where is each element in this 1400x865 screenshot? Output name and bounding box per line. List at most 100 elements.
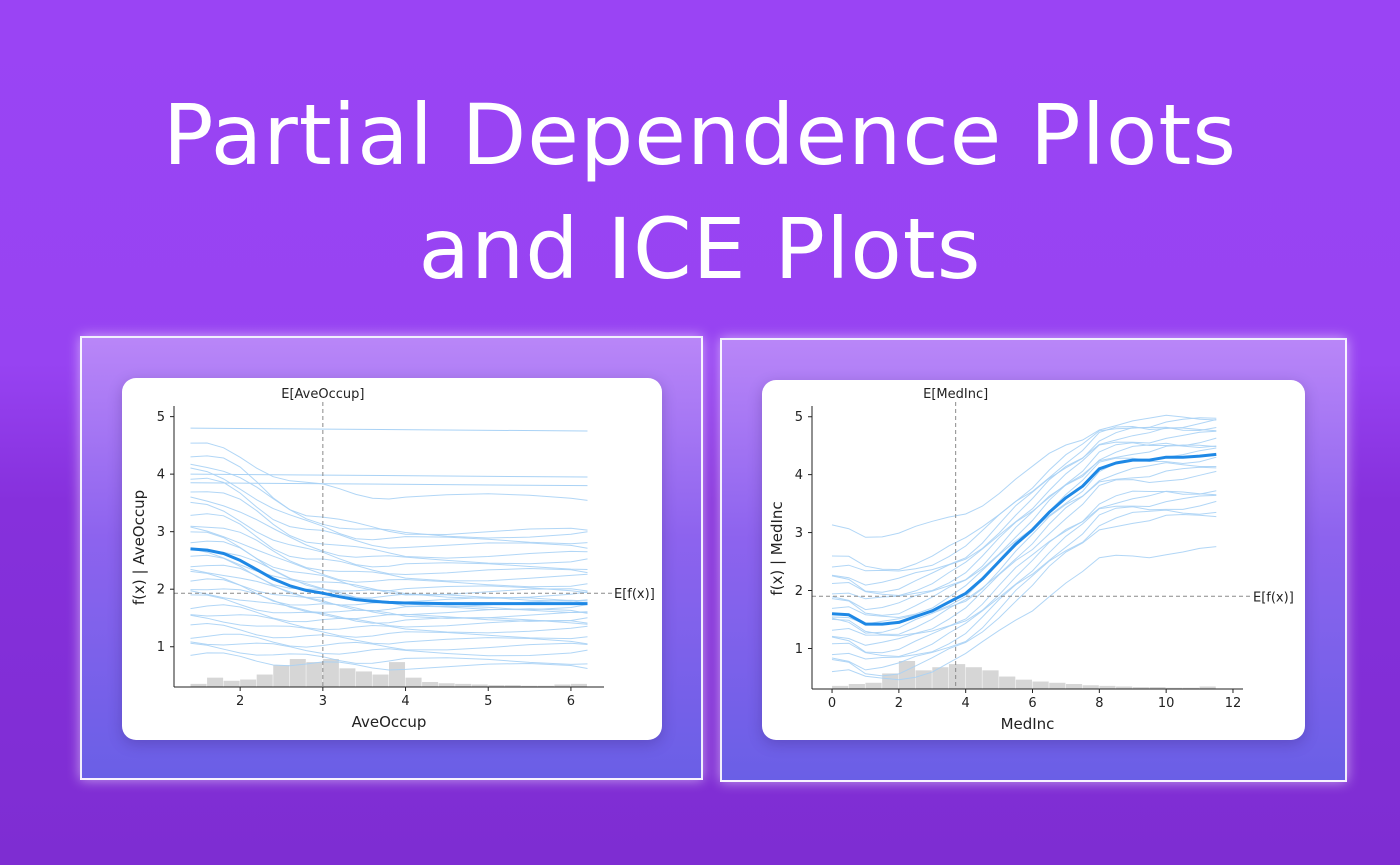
ice-line [831, 419, 1217, 572]
histogram-bar [999, 676, 1016, 689]
histogram-bar [1099, 685, 1116, 689]
ice-line [831, 490, 1217, 654]
ice-line [190, 525, 588, 582]
histogram [190, 659, 587, 687]
x-tick-label: 5 [484, 694, 492, 709]
histogram-bar [438, 683, 455, 687]
histogram-bar [455, 683, 472, 687]
ice-line [190, 547, 588, 599]
ice-line [831, 509, 1217, 671]
ice-line [190, 642, 588, 665]
histogram-bar [1082, 685, 1099, 689]
ice-line [831, 417, 1217, 571]
y-tick-label: 3 [795, 526, 803, 541]
expected-y-annotation: E[f(x)] [1253, 590, 1294, 605]
x-axis-label: AveOccup [352, 713, 427, 731]
x-tick-label: 6 [1028, 696, 1036, 711]
histogram-bar [537, 685, 554, 687]
histogram-bar [1049, 682, 1066, 689]
ice-line [190, 548, 588, 602]
x-tick-label: 10 [1158, 696, 1175, 711]
page-title: Partial Dependence Plots and ICE Plots [0, 78, 1400, 306]
ice-line [190, 570, 588, 614]
histogram-bar [948, 664, 966, 689]
histogram-bar [223, 680, 240, 687]
ice-line [190, 633, 588, 651]
histogram-bar [322, 659, 339, 687]
ice-line [831, 442, 1217, 611]
ice-line [831, 546, 1217, 681]
ice-lines [190, 427, 588, 671]
ice-line [190, 652, 588, 671]
pd-curve [831, 452, 1217, 626]
ice-line [190, 641, 588, 657]
y-tick-label: 1 [795, 642, 803, 657]
ice-line [831, 444, 1217, 616]
histogram-bar [207, 677, 224, 687]
histogram-bar [1166, 687, 1183, 689]
histogram-bar [1032, 681, 1049, 689]
ice-line [831, 426, 1217, 586]
histogram-bar [848, 684, 865, 689]
expected-y-annotation: E[f(x)] [614, 587, 655, 602]
histogram-bar [339, 668, 356, 687]
ice-line [190, 482, 588, 487]
histogram-bar [554, 684, 571, 687]
ice-line [831, 513, 1217, 677]
x-axis-label: MedInc [1001, 715, 1055, 733]
x-tick-label: 6 [567, 694, 575, 709]
y-tick-label: 2 [157, 583, 165, 598]
histogram-bar [389, 662, 406, 687]
chart-card-aveoccup: 2 3 4 5 6 1 2 3 4 5 AveOccup f(x) | AveOccup E[AveOc… [122, 378, 662, 740]
histogram-bar [832, 685, 849, 689]
pd-curve [190, 547, 588, 606]
ice-line [831, 494, 1217, 658]
x-tick-label: 0 [828, 696, 836, 711]
histogram-bar [372, 674, 389, 687]
histogram-bar [1199, 686, 1216, 689]
title-line-1: Partial Dependence Plots [162, 86, 1238, 184]
histogram-bar [1015, 679, 1033, 689]
y-axis-label: f(x) | MedInc [768, 501, 786, 595]
y-axis-label: f(x) | AveOccup [130, 490, 148, 605]
chart-card-medinc: 0 2 4 6 8 10 12 1 2 3 4 5 MedInc f(x) | MedInc E[MedIn… [762, 380, 1305, 740]
ice-lines [831, 414, 1217, 681]
title-line-2: and ICE Plots [418, 200, 982, 298]
ice-line [190, 442, 588, 501]
ice-line [190, 568, 588, 611]
histogram-bar [898, 661, 916, 689]
ice-line [190, 427, 588, 432]
ice-line [190, 467, 588, 545]
chart-panel-medinc: 0 2 4 6 8 10 12 1 2 3 4 5 MedInc f(x) | MedInc E[MedIn… [720, 338, 1347, 782]
x-tick-label: 12 [1225, 696, 1242, 711]
expected-x-annotation: E[AveOccup] [281, 387, 364, 402]
histogram-bar [190, 683, 207, 687]
ice-line [831, 462, 1217, 634]
histogram-bar [504, 685, 521, 687]
histogram-bar [1065, 684, 1083, 689]
x-tick-label: 4 [962, 696, 970, 711]
histogram-bar [521, 685, 538, 687]
ice-line [831, 437, 1217, 600]
histogram-bar [865, 682, 882, 689]
ice-line [831, 490, 1217, 646]
y-tick-label: 2 [795, 584, 803, 599]
ice-line [190, 513, 588, 576]
ice-line [831, 470, 1217, 637]
ice-line [190, 477, 588, 549]
histogram-bar [273, 665, 290, 687]
ice-line [831, 414, 1217, 538]
ice-line [831, 466, 1217, 635]
histogram-bar [471, 684, 488, 687]
x-tick-label: 2 [895, 696, 903, 711]
histogram-bar [882, 673, 899, 689]
histogram-bar [405, 677, 422, 687]
ice-line [190, 455, 588, 536]
y-tick-label: 1 [157, 640, 165, 655]
histogram-bar [306, 662, 323, 687]
y-tick-label: 4 [795, 468, 803, 483]
histogram-bar [570, 683, 587, 687]
y-tick-label: 3 [157, 525, 165, 540]
ice-line [190, 473, 588, 478]
